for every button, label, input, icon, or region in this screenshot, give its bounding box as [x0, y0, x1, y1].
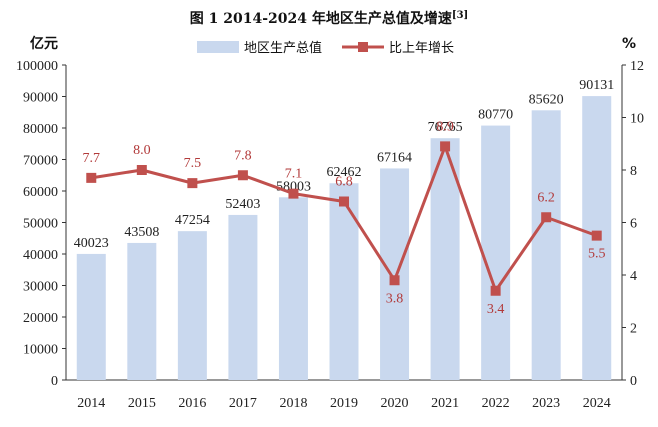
legend-line-label: 比上年增长: [389, 41, 454, 56]
bar-value-label: 80770: [478, 108, 513, 123]
bar: [228, 214, 258, 380]
line-value-label: 7.7: [83, 151, 101, 166]
bar-value-label: 62462: [327, 165, 362, 180]
line-value-label: 6.2: [537, 190, 555, 205]
line-value-label: 3.4: [487, 302, 505, 317]
x-tick-label: 2024: [583, 396, 611, 411]
axes: 0 10000 20000 30000 40000 50000 60000 70000 8000…: [16, 59, 644, 389]
left-tick-label: 10000: [23, 343, 58, 358]
line-marker: [440, 141, 451, 152]
right-tick-label: 6: [630, 217, 637, 232]
right-tick-label: 2: [630, 322, 637, 337]
line-value-label: 7.1: [285, 167, 303, 182]
x-tick-label: 2015: [128, 396, 156, 411]
line-value-label: 8.0: [133, 143, 151, 158]
legend: 地区生产总值 比上年增长: [197, 40, 454, 56]
x-tick-label: 2020: [381, 396, 409, 411]
left-tick-label: 0: [51, 374, 58, 389]
bar: [76, 253, 106, 380]
bar-value-label: 47254: [175, 213, 210, 228]
line-marker: [490, 285, 501, 296]
x-tick-label: 2016: [178, 396, 206, 411]
x-tick-label: 2017: [229, 396, 257, 411]
line-value-labels: 7.7 8.0 7.5 7.8 7.1 6.8 3.8 8.9 3.4 6.2 5.5: [83, 119, 606, 316]
bar-value-label: 90131: [579, 78, 614, 93]
bar-value-label: 40023: [74, 236, 109, 251]
right-tick-label: 8: [630, 164, 637, 179]
left-tick-label: 70000: [23, 154, 58, 169]
line-value-label: 7.5: [184, 156, 202, 171]
bar: [127, 242, 157, 380]
line-marker: [541, 212, 552, 223]
legend-bar-swatch: [197, 41, 239, 53]
bar-value-label: 85620: [529, 92, 564, 107]
right-tick-label: 0: [630, 374, 637, 389]
bar: [278, 197, 308, 380]
left-tick-label: 20000: [23, 311, 58, 326]
left-axis-unit: 亿元: [30, 35, 58, 52]
left-tick-label: 50000: [23, 217, 58, 232]
line-marker: [187, 178, 198, 189]
line-marker: [389, 275, 400, 286]
line-marker: [339, 196, 349, 207]
legend-bar-label: 地区生产总值: [244, 40, 322, 56]
left-tick-label: 100000: [16, 59, 58, 74]
right-axis-unit: %: [622, 36, 636, 52]
bar-series: [76, 96, 612, 381]
bar-value-label: 52403: [225, 197, 260, 212]
line-marker: [86, 172, 97, 183]
x-tick-label: 2022: [482, 396, 510, 411]
line-value-label: 5.5: [588, 247, 606, 262]
line-series: [86, 141, 602, 296]
left-tick-label: 90000: [23, 91, 58, 106]
bar-value-label: 76765: [428, 120, 463, 135]
left-tick-label: 30000: [23, 280, 58, 295]
x-tick-label: 2018: [279, 396, 307, 411]
bar: [329, 183, 359, 380]
line-value-label: 6.8: [335, 175, 353, 190]
bar: [177, 231, 207, 380]
x-axis-ticks: 2014 2015 2016 2017 2018 2019 2020 2021 2022 2023…: [77, 396, 610, 411]
chart-title: 图 1 2014-2024 年地区生产总值及增速[3]: [190, 10, 469, 27]
right-tick-label: 10: [630, 112, 644, 127]
chart-title-main: 图 1 2014-2024 年地区生产总值及增速: [190, 10, 452, 27]
line-value-label: 3.8: [386, 291, 404, 306]
line-marker: [591, 230, 602, 241]
x-tick-label: 2019: [330, 396, 358, 411]
bar: [380, 168, 410, 380]
bar-value-label: 43508: [124, 225, 159, 240]
x-tick-label: 2021: [431, 396, 459, 411]
right-tick-label: 4: [630, 269, 637, 284]
line-marker: [237, 170, 248, 181]
left-tick-label: 40000: [23, 248, 58, 263]
line-marker: [136, 165, 147, 175]
left-tick-label: 60000: [23, 185, 58, 200]
bar: [531, 110, 561, 380]
bar: [481, 125, 511, 381]
bar-value-label: 67164: [377, 150, 412, 165]
left-tick-label: 80000: [23, 122, 58, 137]
chart-title-superscript: [3]: [452, 10, 468, 21]
line-marker: [288, 188, 299, 199]
x-tick-label: 2014: [77, 396, 105, 411]
right-tick-label: 12: [630, 59, 644, 74]
line-value-label: 7.8: [234, 148, 252, 163]
legend-line-marker: [358, 42, 368, 52]
x-tick-label: 2023: [532, 396, 560, 411]
line-value-label: 8.9: [436, 119, 454, 134]
bar-value-labels: 4002343508472545240358003624626716476765…: [74, 78, 614, 251]
